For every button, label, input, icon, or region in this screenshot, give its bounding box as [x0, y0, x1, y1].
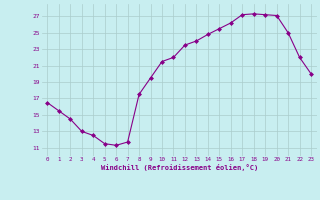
X-axis label: Windchill (Refroidissement éolien,°C): Windchill (Refroidissement éolien,°C): [100, 164, 258, 171]
